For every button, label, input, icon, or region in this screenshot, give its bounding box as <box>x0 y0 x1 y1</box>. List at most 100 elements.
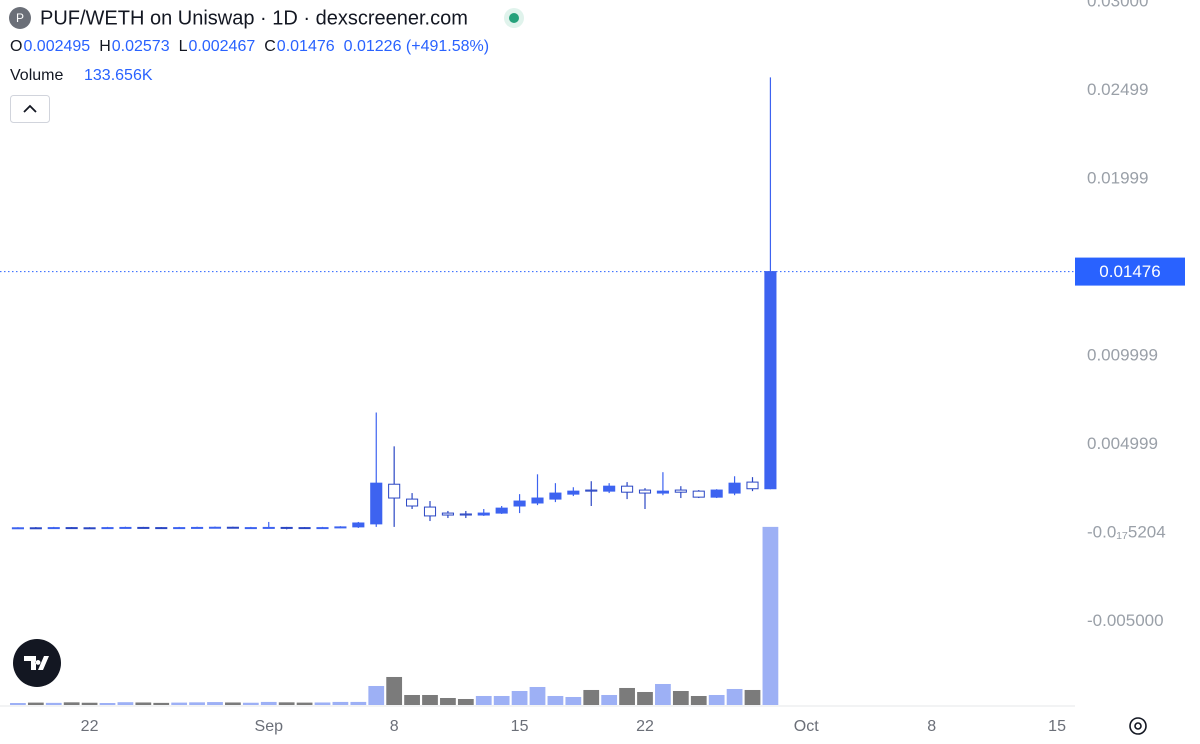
volume-bar <box>332 701 349 705</box>
x-tick-label: 22 <box>81 718 99 735</box>
ohlc-value: 0.002467 <box>189 38 256 55</box>
candle-body <box>47 527 60 530</box>
candle-body <box>208 526 222 529</box>
candle-body <box>155 527 168 530</box>
collapse-button[interactable] <box>10 95 50 123</box>
volume-value: 133.656K <box>84 67 153 84</box>
candle-body <box>29 527 42 530</box>
candle-body <box>423 506 437 517</box>
candle-body <box>674 489 687 493</box>
volume-bar <box>171 702 188 705</box>
volume-bar <box>207 702 223 705</box>
ohlc-legend: O 0.002495 H 0.02573 L 0.002467 C 0.01476 0.0122… <box>10 38 489 55</box>
candle-body <box>370 482 383 525</box>
volume-bar <box>529 686 546 705</box>
plot <box>0 77 1075 705</box>
candle-body <box>406 498 419 507</box>
candle-body <box>459 513 472 516</box>
token-icon <box>9 7 31 29</box>
volume-bar <box>547 695 564 705</box>
candle-body <box>101 527 114 530</box>
collapse-icon <box>23 104 37 113</box>
last-price-tag <box>1075 257 1185 286</box>
volume-bar <box>81 702 98 705</box>
candle-body <box>764 271 777 490</box>
candle-body <box>298 527 311 530</box>
volume-bar <box>368 685 385 705</box>
volume-bar <box>475 695 492 705</box>
volume-bar <box>440 697 456 705</box>
volume-bar <box>422 694 438 705</box>
chart-title: PUF/WETH on Uniswap · 1D · dexscreener.c… <box>40 7 468 29</box>
candle-body <box>638 489 652 494</box>
y-tick-label: 0.02499 <box>1087 80 1148 99</box>
y-tick-label: 0.01999 <box>1087 168 1148 187</box>
volume-bar <box>260 701 277 705</box>
tv-logo-mark <box>24 656 49 670</box>
candle-body <box>477 512 490 516</box>
volume-bar <box>690 695 707 705</box>
settings-hub <box>1134 722 1142 730</box>
volume-label: Volume <box>10 67 63 84</box>
candle-body <box>352 522 365 528</box>
candle-body <box>585 489 598 492</box>
volume-bar <box>511 690 528 705</box>
x-tick-label: 15 <box>1048 718 1066 735</box>
candle-body <box>316 527 329 530</box>
ohlc-key: L <box>179 38 188 55</box>
volume-bar <box>278 702 295 705</box>
x-tick-label: 8 <box>927 718 936 735</box>
candle-body <box>65 527 78 530</box>
candle-body <box>692 490 705 498</box>
y-tick-label: 0.004999 <box>1087 434 1158 453</box>
volume-bar <box>296 702 313 705</box>
y-tick-label: 0.009999 <box>1087 345 1158 364</box>
volume-bar <box>27 702 44 705</box>
candle-body <box>137 526 150 529</box>
volume-bar <box>726 688 743 705</box>
settings-icon[interactable] <box>1129 717 1147 735</box>
volume-bar <box>225 702 241 705</box>
y-tick-label: -0.0₁₇5204 <box>1087 522 1166 541</box>
candle-body <box>728 482 741 494</box>
x-tick-label: 15 <box>511 718 529 735</box>
candle-body <box>746 481 759 490</box>
volume-bar <box>45 702 62 705</box>
ohlc-value: 0.02573 <box>112 38 170 55</box>
volume-bar <box>350 701 367 705</box>
volume-bar <box>583 689 600 705</box>
volume-bar <box>565 696 582 705</box>
candle-body <box>531 497 544 504</box>
volume-bar <box>63 702 80 705</box>
volume-bar <box>153 702 170 705</box>
settings-gear <box>1129 717 1147 735</box>
volume-bar <box>314 702 331 705</box>
candle-body <box>549 492 562 500</box>
candle-body <box>173 527 186 530</box>
candle-body <box>334 526 347 529</box>
volume-bar <box>672 690 689 705</box>
y-tick-label: 0.03000 <box>1087 0 1148 10</box>
candle-body <box>11 527 24 530</box>
volume-bar <box>655 683 671 705</box>
volume-bar <box>708 694 725 705</box>
volume-bar <box>601 694 618 705</box>
ohlc-key: C <box>264 38 276 55</box>
volume-bar <box>744 689 761 705</box>
volume-bar <box>493 695 510 705</box>
candle-body <box>191 526 204 529</box>
status-dot <box>509 13 519 23</box>
candle-body <box>495 507 508 514</box>
candle-body <box>226 526 239 529</box>
candle-body <box>656 490 669 494</box>
volume-bar <box>242 702 259 705</box>
x-tick-label: 8 <box>390 718 399 735</box>
change-value: 0.01226 (+491.58%) <box>344 38 489 55</box>
candle-body <box>388 483 401 499</box>
volume-bar <box>619 687 635 705</box>
ohlc-key: O <box>10 38 22 55</box>
candle-body <box>119 526 132 529</box>
ohlc-value: 0.002495 <box>23 38 90 55</box>
